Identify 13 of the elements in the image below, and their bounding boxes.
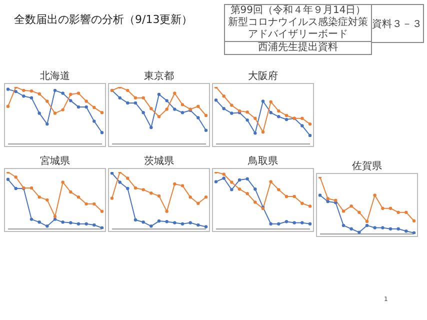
- chart-title: 北海道: [39, 70, 71, 83]
- chart-title: 東京都: [143, 70, 175, 83]
- text: 資料３－３: [371, 4, 424, 43]
- text: 全数届出の影響の分析（9/13更新）: [14, 12, 193, 27]
- text: 新型コロナウイルス感染症対策: [227, 17, 369, 29]
- chart-title: 大阪府: [247, 70, 279, 83]
- text: アドバイザリーボード: [247, 29, 349, 41]
- text: 第99回（令和４年９月14日）: [229, 5, 367, 16]
- chart-title: 宮城県: [39, 155, 71, 168]
- chart-title: 佐賀県: [351, 160, 383, 173]
- chart-title: 茨城県: [143, 155, 175, 168]
- chart-title: 鳥取県: [247, 155, 279, 168]
- text: 西浦先生提出資料: [225, 41, 371, 54]
